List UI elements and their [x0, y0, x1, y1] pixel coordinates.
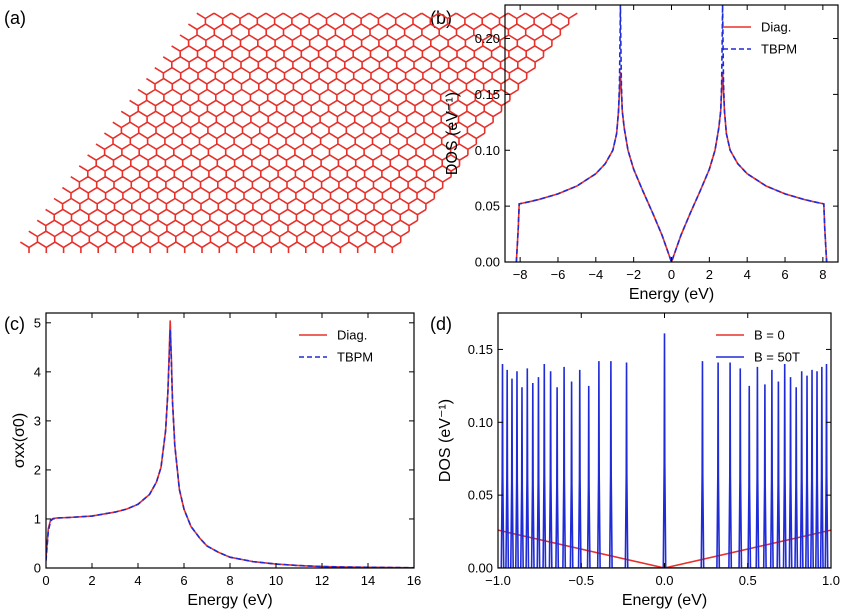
x-tick-label: 2: [88, 573, 95, 588]
x-tick-label: 10: [269, 573, 283, 588]
x-tick-label: 4: [134, 573, 141, 588]
series-line-1: [46, 330, 414, 568]
x-axis-label: Energy (eV): [622, 592, 707, 609]
plot-area: [46, 320, 414, 568]
x-tick-label: 16: [407, 573, 421, 588]
series-line-0: [498, 529, 831, 568]
x-tick-label: −1.0: [485, 573, 511, 588]
y-tick-label: 4: [34, 364, 41, 379]
x-tick-label: −2: [626, 267, 641, 282]
graphene-lattice: [19, 12, 578, 253]
y-tick-label: 0.20: [475, 31, 500, 46]
x-tick-label: 0.5: [739, 573, 757, 588]
legend-label-1: TBPM: [337, 350, 373, 365]
y-axis-label: DOS (eV⁻¹): [444, 92, 461, 175]
x-tick-label: 0.0: [655, 573, 673, 588]
x-tick-label: −4: [588, 267, 603, 282]
y-tick-label: 0.00: [468, 561, 493, 576]
x-tick-label: 8: [226, 573, 233, 588]
x-tick-label: 4: [744, 267, 751, 282]
y-axis-label: σxx(σ0): [11, 413, 28, 468]
y-tick-label: 2: [34, 462, 41, 477]
legend-label-0: B = 0: [754, 328, 785, 343]
plot-area: [498, 333, 831, 568]
x-tick-label: −0.5: [568, 573, 594, 588]
y-tick-label: 0.15: [475, 87, 500, 102]
x-axis-label: Energy (eV): [629, 286, 714, 303]
panel-label-d: (d): [430, 314, 452, 334]
x-tick-label: −6: [551, 267, 566, 282]
legend-label-1: TBPM: [761, 42, 797, 57]
x-tick-label: 8: [819, 267, 826, 282]
series-line-1: [498, 333, 831, 568]
x-tick-label: 6: [180, 573, 187, 588]
x-axis-label: Energy (eV): [187, 592, 272, 609]
x-tick-label: 12: [315, 573, 329, 588]
y-tick-label: 1: [34, 511, 41, 526]
series-line-1: [515, 5, 828, 262]
y-tick-label: 0: [34, 561, 41, 576]
legend-label-0: Diag.: [337, 328, 367, 343]
y-axis-label: DOS (eV⁻¹): [437, 399, 454, 482]
x-tick-label: 0: [668, 267, 675, 282]
y-tick-label: 0.15: [468, 342, 493, 357]
plot-dos-diag-vs-tbpm: −8 −6 −4 −2 0 2 4 6 8 0.00 0.05 0.10 0.15 0.20 Energy …: [444, 4, 839, 303]
y-tick-label: 0.05: [468, 488, 493, 503]
panel-label-a: (a): [4, 8, 26, 28]
y-tick-label: 0.05: [475, 199, 500, 214]
legend-label-0: Diag.: [761, 20, 791, 35]
plot-area: [515, 5, 828, 262]
x-tick-label: 0: [42, 573, 49, 588]
plot-dos-magnetic-field: −1.0 −0.5 0.0 0.5 1.0 0.00 0.05 0.10 0.15 Energy …: [437, 312, 840, 609]
lattice-bonds: [19, 12, 578, 253]
panel-label-b: (b): [430, 8, 452, 28]
x-tick-label: 6: [781, 267, 788, 282]
y-tick-label: 0.10: [468, 415, 493, 430]
x-tick-label: −8: [513, 267, 528, 282]
panel-label-c: (c): [4, 314, 25, 334]
y-tick-label: 0.10: [475, 143, 500, 158]
x-tick-label: 1.0: [822, 573, 840, 588]
y-tick-label: 3: [34, 413, 41, 428]
x-tick-label: 2: [706, 267, 713, 282]
y-tick-label: 5: [34, 315, 41, 330]
y-tick-label: 0.00: [475, 255, 500, 270]
series-line-0: [515, 72, 828, 262]
x-tick-label: 14: [361, 573, 375, 588]
legend-label-1: B = 50T: [754, 350, 800, 365]
